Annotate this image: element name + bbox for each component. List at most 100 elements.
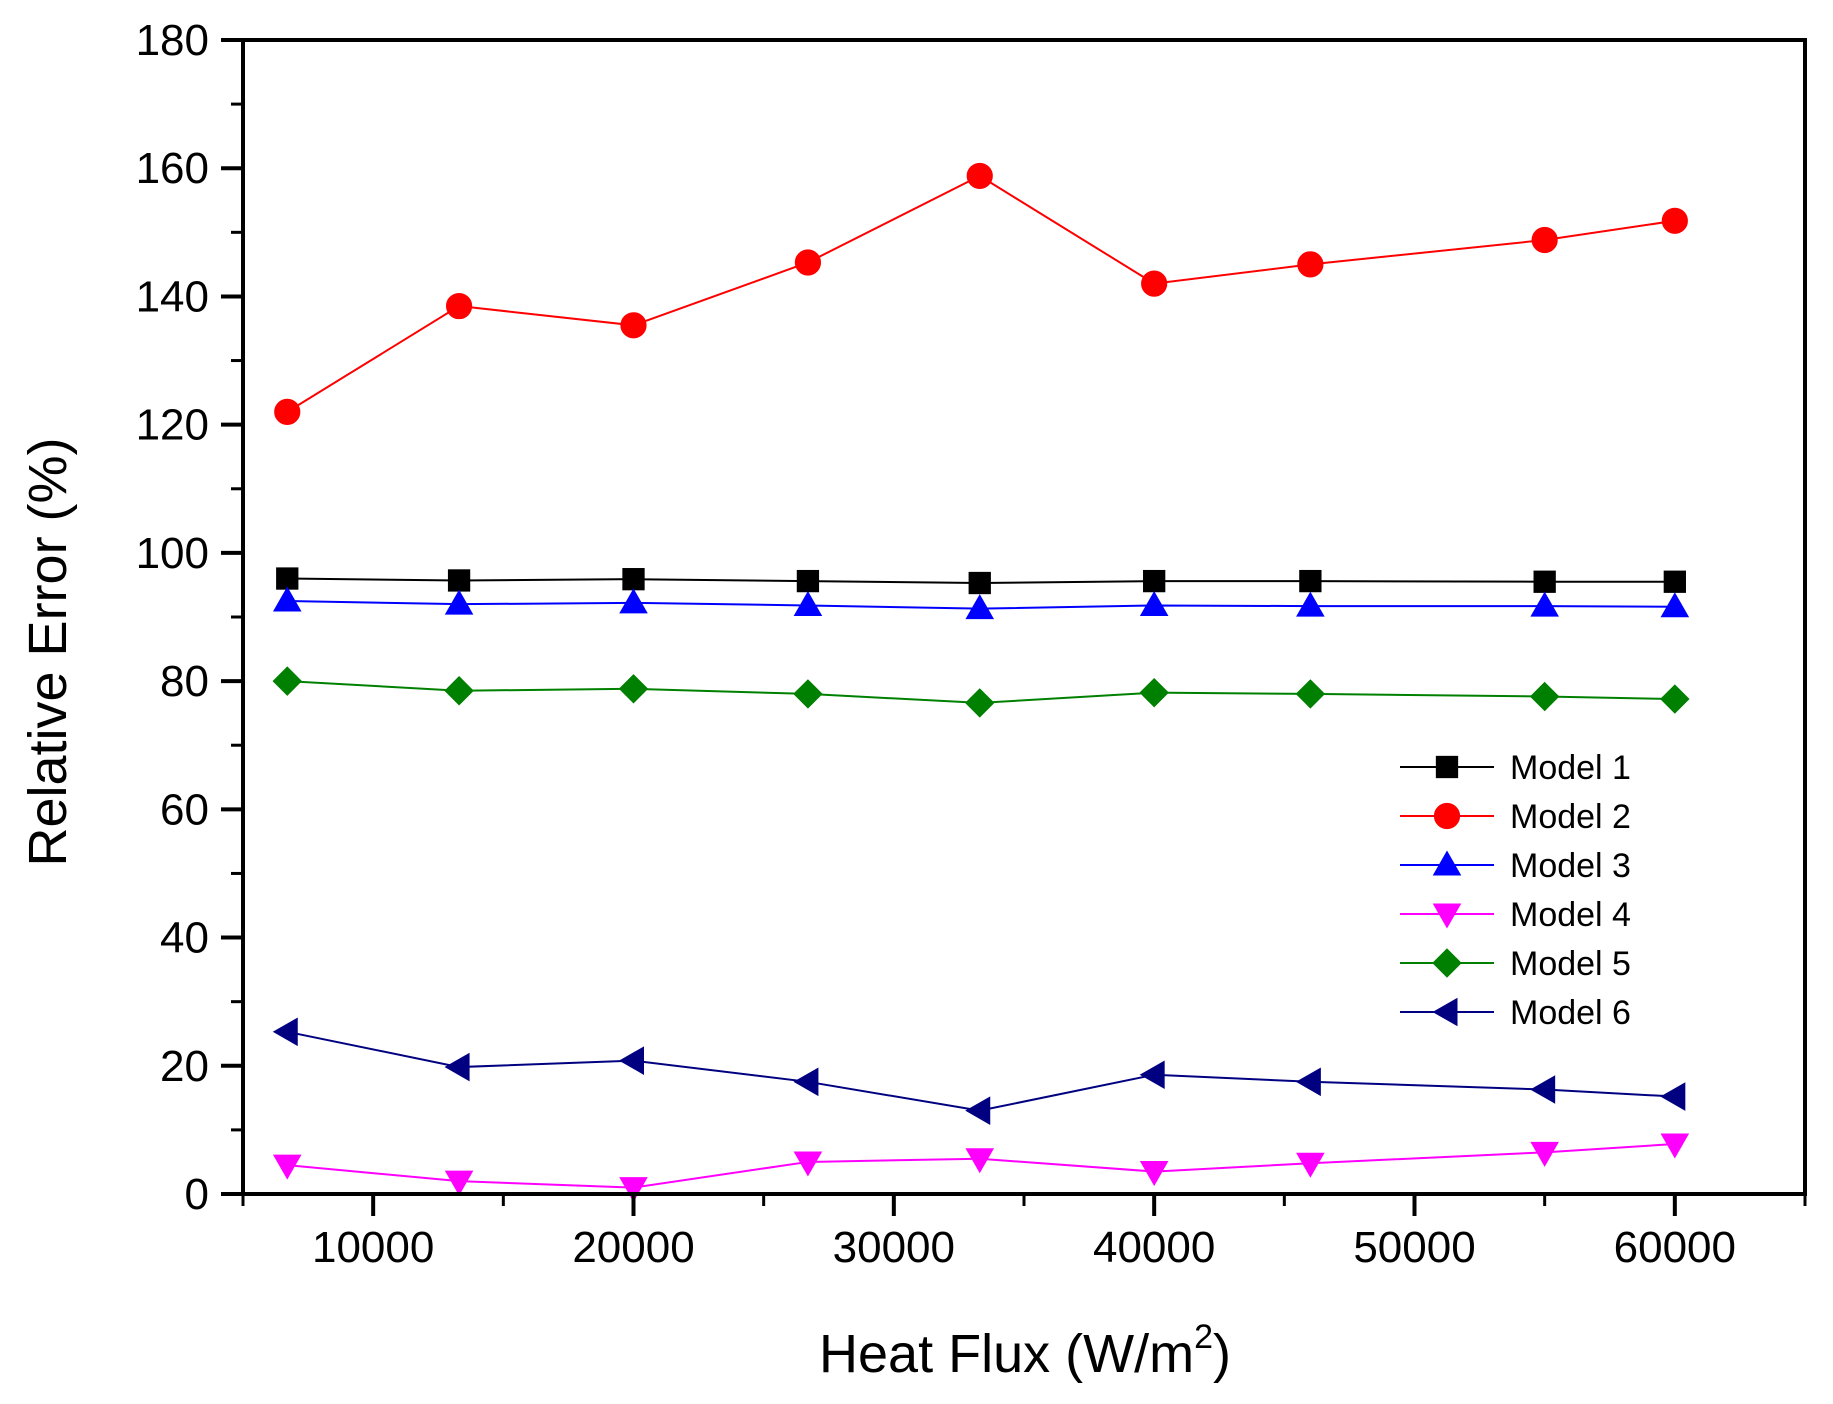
data-point <box>1139 590 1169 616</box>
data-point <box>619 588 648 614</box>
data-point <box>1296 1152 1325 1178</box>
data-point <box>1297 251 1324 278</box>
data-point <box>1141 270 1168 297</box>
data-point <box>1529 681 1560 712</box>
data-point <box>1432 997 1458 1027</box>
data-point <box>796 569 820 593</box>
data-point <box>447 569 471 592</box>
y-tick-label: 80 <box>160 657 209 706</box>
data-point <box>966 162 993 190</box>
data-point <box>1143 569 1166 593</box>
data-point <box>1663 570 1686 593</box>
data-point <box>1139 1060 1165 1090</box>
data-point <box>1432 948 1462 978</box>
data-point <box>444 1052 470 1082</box>
y-tick-label: 20 <box>160 1042 209 1091</box>
data-point <box>1660 1082 1686 1111</box>
legend-item: Model 4 <box>1400 896 1631 934</box>
x-tick-label: 50000 <box>1353 1223 1475 1272</box>
data-point <box>1661 207 1688 234</box>
data-point <box>965 688 995 718</box>
data-point <box>1295 679 1326 709</box>
data-point <box>1530 1141 1559 1167</box>
data-point <box>272 586 302 612</box>
legend-item: Model 2 <box>1400 798 1631 836</box>
data-point <box>1531 226 1558 254</box>
series-model-3 <box>272 586 1690 620</box>
data-point <box>276 567 299 590</box>
data-point <box>1660 592 1690 618</box>
series-line <box>287 1030 1675 1112</box>
y-tick-label: 140 <box>136 272 209 321</box>
series-model-5 <box>272 666 1690 718</box>
x-axis-title-main: Heat Flux (W/m <box>819 1324 1194 1384</box>
x-tick-label: 60000 <box>1614 1223 1736 1272</box>
legend-label: Model 4 <box>1510 896 1631 934</box>
data-point <box>965 1096 991 1125</box>
data-point <box>965 594 995 620</box>
data-point <box>1432 850 1462 876</box>
data-point <box>1660 1133 1690 1159</box>
data-point <box>272 1154 302 1180</box>
data-point <box>1433 802 1461 830</box>
y-tick-label: 160 <box>136 144 209 193</box>
data-point <box>1296 591 1325 617</box>
series-model-4 <box>272 1133 1690 1203</box>
legend-label: Model 1 <box>1510 749 1631 787</box>
y-tick-label: 100 <box>136 529 209 578</box>
series-layer <box>272 162 1690 1203</box>
data-point <box>968 571 991 595</box>
y-axis-title: Relative Error (%) <box>18 437 78 866</box>
x-axis-title-close: ) <box>1213 1324 1231 1384</box>
data-point <box>1533 570 1556 593</box>
x-axis-title: Heat Flux (W/m2) <box>819 1318 1231 1384</box>
data-point <box>620 312 647 339</box>
legend: Model 1 Model 2 Model 3 Model 4 Model 5 Model… <box>1400 749 1631 1032</box>
data-point <box>1530 591 1559 617</box>
legend-label: Model 6 <box>1510 994 1631 1032</box>
data-point <box>274 398 301 425</box>
legend-label: Model 3 <box>1510 847 1631 885</box>
legend-item: Model 6 <box>1400 994 1631 1032</box>
data-point <box>1139 1161 1169 1187</box>
data-point <box>619 1177 648 1203</box>
series-model-2 <box>274 162 1688 425</box>
data-point <box>793 1151 823 1177</box>
legend-item: Model 1 <box>1400 749 1631 787</box>
data-point <box>1432 903 1462 929</box>
data-point <box>1660 684 1690 714</box>
x-tick-label: 30000 <box>833 1223 955 1272</box>
data-point <box>1299 569 1322 593</box>
data-point <box>793 590 823 616</box>
data-point <box>1295 1067 1321 1097</box>
legend-item: Model 3 <box>1400 847 1631 885</box>
series-model-6 <box>272 1017 1686 1125</box>
legend-label: Model 2 <box>1510 798 1631 836</box>
data-point <box>444 676 474 706</box>
x-axis-title-superscript: 2 <box>1194 1318 1213 1356</box>
data-point <box>618 1046 644 1075</box>
data-point <box>272 666 302 696</box>
y-tick-label: 180 <box>136 16 209 65</box>
y-tick-label: 40 <box>160 914 209 963</box>
data-point <box>272 1017 298 1047</box>
y-tick-label: 0 <box>185 1170 209 1219</box>
x-tick-label: 40000 <box>1093 1223 1215 1272</box>
data-point <box>793 679 823 709</box>
series-line <box>286 174 1675 413</box>
data-point <box>445 292 473 320</box>
x-tick-label: 10000 <box>312 1223 434 1272</box>
data-point <box>965 1148 995 1174</box>
y-tick-label: 60 <box>160 785 209 834</box>
data-point <box>1530 1075 1556 1104</box>
data-point <box>444 589 474 615</box>
data-point <box>1435 755 1459 779</box>
data-point <box>1139 677 1169 708</box>
x-tick-label: 20000 <box>572 1223 694 1272</box>
legend-label: Model 5 <box>1510 945 1631 983</box>
legend-item: Model 5 <box>1400 945 1631 983</box>
data-point <box>444 1170 474 1196</box>
series-model-1 <box>276 567 1686 595</box>
data-point <box>794 249 822 276</box>
